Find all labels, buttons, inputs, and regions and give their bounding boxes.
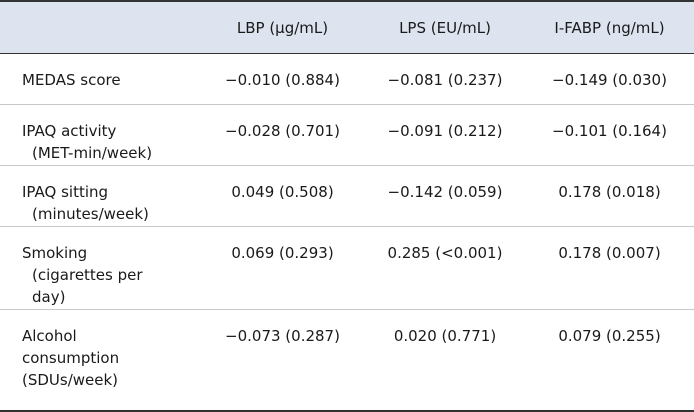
value-cell: −0.091 (0.212) [365,104,525,166]
row-label-line: day) [32,288,66,306]
value-cell: 0.178 (0.007) [525,226,694,310]
column-header: I-FABP (ng/mL) [525,0,694,54]
row-label-line: (MET-min/week) [32,144,153,162]
table-row: MEDAS score −0.010 (0.884) −0.081 (0.237) −… [0,53,694,105]
table-row: Smoking (cigarettes per day) 0.069 (0.293) 0… [0,226,694,310]
value-cell: −0.010 (0.884) [200,53,365,105]
value-cell: −0.073 (0.287) [200,309,365,412]
value-cell: −0.142 (0.059) [365,165,525,227]
value-cell: 0.285 (<0.001) [365,226,525,310]
value-cell: −0.101 (0.164) [525,104,694,166]
table-row: Alcohol consumption (SDUs/week) −0.073 (0.2… [0,309,694,412]
row-label-line: MEDAS score [22,71,121,89]
row-label-line: consumption [22,349,120,367]
value-cell: 0.079 (0.255) [525,309,694,412]
header-cell [0,0,200,54]
row-label-line: Smoking [22,244,88,262]
table-row: IPAQ activity (MET-min/week) −0.028 (0.701… [0,104,694,166]
row-label: IPAQ activity (MET-min/week) [0,104,200,166]
value-cell: 0.020 (0.771) [365,309,525,412]
row-label-line: Alcohol [22,327,77,345]
row-label: Alcohol consumption (SDUs/week) [0,309,200,412]
row-label: IPAQ sitting (minutes/week) [0,165,200,227]
value-cell: −0.081 (0.237) [365,53,525,105]
row-label: MEDAS score [0,53,200,105]
value-cell: −0.028 (0.701) [200,104,365,166]
row-label-line: IPAQ sitting [22,183,109,201]
value-cell: 0.069 (0.293) [200,226,365,310]
column-header: LBP (μg/mL) [200,0,365,54]
value-cell: 0.178 (0.018) [525,165,694,227]
value-cell: 0.049 (0.508) [200,165,365,227]
row-label-line: (SDUs/week) [22,371,119,389]
row-label-line: IPAQ activity [22,122,117,140]
header-row: LBP (μg/mL) LPS (EU/mL) I-FABP (ng/mL) [0,0,694,54]
column-header: LPS (EU/mL) [365,0,525,54]
row-label-line: (minutes/week) [32,205,149,223]
row-label-line: (cigarettes per [32,266,143,284]
table-body: MEDAS score −0.010 (0.884) −0.081 (0.237) −… [0,53,694,412]
value-cell: −0.149 (0.030) [525,53,694,105]
row-label: Smoking (cigarettes per day) [0,226,200,310]
table-row: IPAQ sitting (minutes/week) 0.049 (0.508) −… [0,165,694,227]
